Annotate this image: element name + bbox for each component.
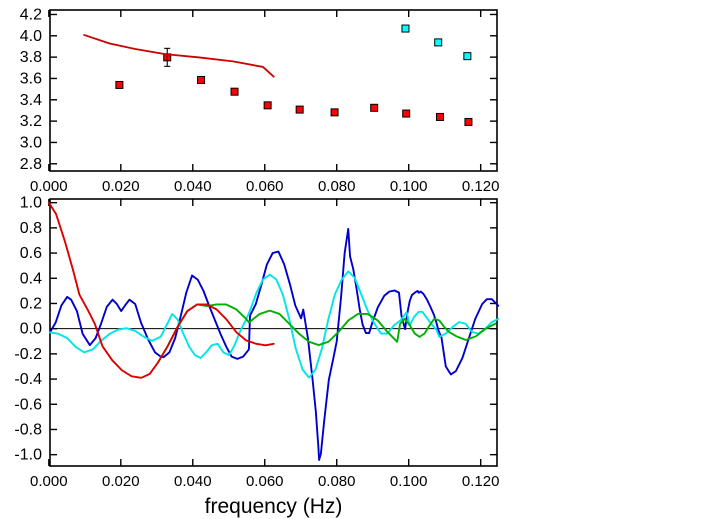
svg-text:0.100: 0.100 (390, 178, 428, 195)
svg-text:-0.6: -0.6 (14, 396, 42, 413)
svg-text:0.120: 0.120 (462, 473, 500, 490)
svg-text:4.0: 4.0 (20, 28, 42, 45)
svg-text:3.6: 3.6 (20, 70, 42, 87)
svg-text:0.040: 0.040 (174, 178, 212, 195)
svg-text:3.0: 3.0 (20, 134, 42, 151)
svg-text:2.8: 2.8 (20, 156, 42, 173)
svg-text:3.4: 3.4 (20, 92, 42, 109)
svg-text:1.0: 1.0 (20, 195, 42, 212)
svg-text:4.2: 4.2 (20, 6, 42, 23)
svg-text:0.000: 0.000 (30, 473, 68, 490)
svg-text:0.080: 0.080 (318, 178, 356, 195)
svg-text:0.100: 0.100 (390, 473, 428, 490)
svg-text:3.8: 3.8 (20, 49, 42, 66)
svg-text:0.060: 0.060 (246, 473, 284, 490)
svg-text:-0.2: -0.2 (14, 346, 42, 363)
svg-text:0.2: 0.2 (20, 295, 42, 312)
svg-text:0.8: 0.8 (20, 220, 42, 237)
svg-text:3.2: 3.2 (20, 113, 42, 130)
svg-text:0.000: 0.000 (30, 178, 68, 195)
svg-text:-1.0: -1.0 (14, 447, 42, 464)
svg-text:0.4: 0.4 (20, 270, 42, 287)
svg-text:0.040: 0.040 (174, 473, 212, 490)
svg-text:-0.8: -0.8 (14, 421, 42, 438)
svg-text:-0.4: -0.4 (14, 371, 42, 388)
svg-text:0.060: 0.060 (246, 178, 284, 195)
svg-text:0.020: 0.020 (102, 178, 140, 195)
svg-text:0.0: 0.0 (20, 321, 42, 338)
svg-text:frequency (Hz): frequency (Hz) (205, 495, 343, 518)
svg-text:0.080: 0.080 (318, 473, 356, 490)
svg-text:0.6: 0.6 (20, 245, 42, 262)
svg-text:0.120: 0.120 (462, 178, 500, 195)
svg-text:0.020: 0.020 (102, 473, 140, 490)
